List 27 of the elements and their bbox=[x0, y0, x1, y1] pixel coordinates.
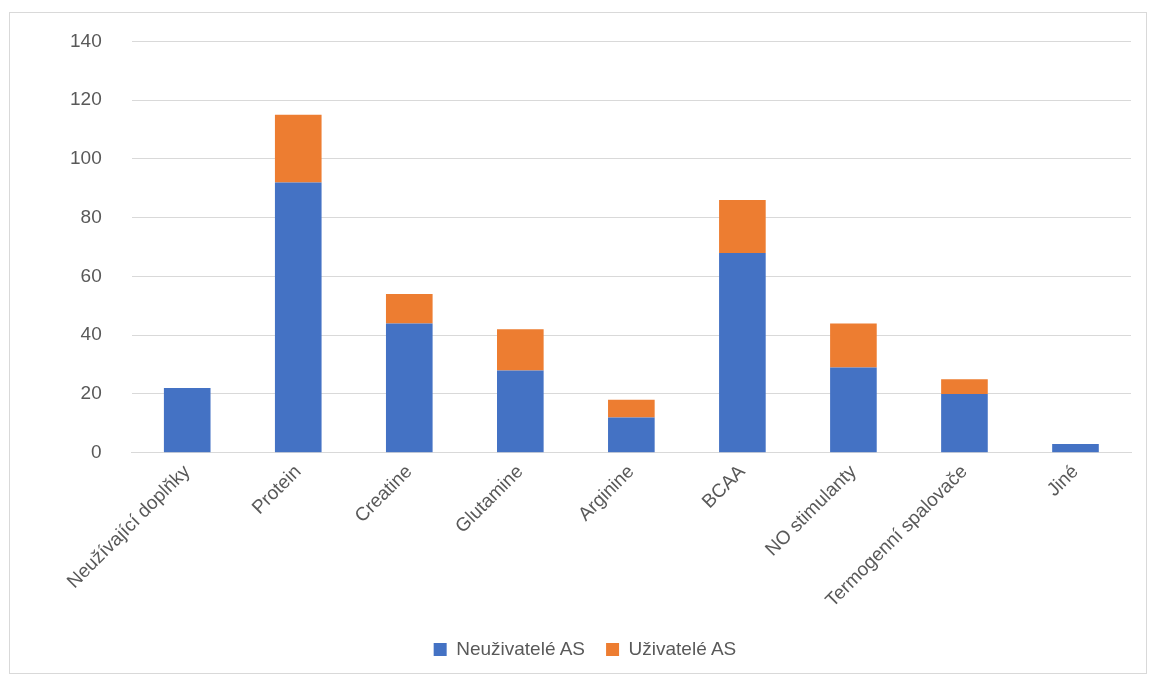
legend-label: Neuživatelé AS bbox=[456, 637, 586, 659]
y-tick-label: 140 bbox=[70, 29, 102, 51]
bar bbox=[497, 329, 544, 371]
bar bbox=[719, 200, 766, 253]
bar bbox=[830, 367, 877, 453]
y-tick-label: 100 bbox=[70, 147, 102, 169]
bar bbox=[830, 323, 877, 368]
bar bbox=[274, 114, 322, 183]
y-tick-label: 60 bbox=[80, 264, 102, 286]
legend-label: Uživatelé AS bbox=[628, 637, 737, 659]
y-tick-label: 20 bbox=[80, 382, 102, 404]
x-tick-label: Jiné bbox=[1042, 460, 1083, 500]
y-tick-label: 80 bbox=[80, 205, 102, 227]
bar bbox=[608, 399, 655, 418]
y-tick-label: 120 bbox=[70, 88, 102, 110]
bar bbox=[608, 417, 655, 453]
bar bbox=[385, 323, 433, 453]
bar bbox=[1052, 443, 1099, 453]
bar bbox=[385, 294, 433, 324]
y-tick-label: 0 bbox=[91, 440, 102, 462]
y-tick-label: 40 bbox=[80, 323, 102, 345]
bar bbox=[941, 379, 988, 394]
bar bbox=[163, 388, 211, 453]
bar bbox=[719, 252, 766, 453]
bar bbox=[274, 182, 322, 453]
bar bbox=[497, 370, 544, 453]
bar bbox=[941, 393, 988, 453]
